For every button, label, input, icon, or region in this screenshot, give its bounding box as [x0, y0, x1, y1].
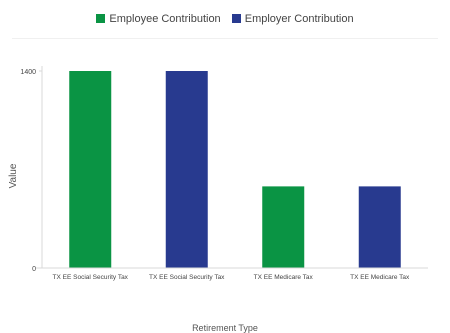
x-tick-label-2: TX EE Social Security Tax [149, 274, 225, 281]
legend-divider [12, 38, 438, 39]
x-axis-label: Retirement Type [192, 323, 258, 333]
x-tick-label-1: TX EE Social Security Tax [53, 274, 129, 281]
legend-label-employer: Employer Contribution [244, 13, 354, 26]
bar-1[interactable] [69, 71, 112, 268]
y-tick-label-2: 1400 [20, 69, 36, 76]
legend-swatch-employer [231, 14, 241, 24]
legend-label-employee: Employee Contribution [109, 13, 221, 26]
y-axis-label: Value [8, 163, 19, 188]
legend-item-employer[interactable]: Employer Contribution [231, 13, 354, 26]
legend-item-employee[interactable]: Employee Contribution [96, 13, 221, 26]
x-tick-label-4: TX EE Medicare Tax [350, 274, 410, 281]
legend-swatch-employee [96, 14, 106, 24]
legend: Employee Contribution Employer Contribut… [0, 13, 450, 25]
bar-3[interactable] [262, 186, 305, 268]
y-tick-label-1: 0 [32, 266, 36, 273]
bar-2[interactable] [165, 71, 208, 268]
x-tick-label-3: TX EE Medicare Tax [254, 274, 314, 281]
bar-4[interactable] [358, 186, 401, 268]
